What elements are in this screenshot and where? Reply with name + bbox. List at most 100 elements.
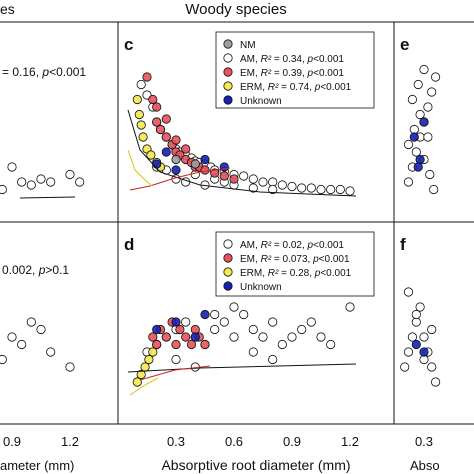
point-d-am bbox=[287, 332, 297, 342]
point-c-am bbox=[239, 171, 249, 181]
point-d-am bbox=[248, 347, 258, 357]
point-e-unknown bbox=[409, 132, 419, 142]
point-d-em bbox=[161, 332, 171, 342]
point-c-am bbox=[248, 174, 258, 184]
legend-marker-unknown bbox=[223, 281, 233, 291]
legend-text-am: AM, R² = 0.34, p<0.001 bbox=[240, 54, 344, 65]
point-c-am bbox=[326, 184, 336, 195]
point-c-erm bbox=[134, 109, 144, 120]
point-d-am bbox=[210, 324, 220, 335]
legend-marker-am bbox=[223, 53, 233, 63]
point-d-am bbox=[171, 354, 181, 365]
point-d-erm bbox=[132, 377, 142, 387]
xlabel-center: Absorptive root diameter (mm) bbox=[161, 457, 350, 473]
point-c-am bbox=[136, 79, 146, 90]
point-e-am bbox=[415, 109, 425, 120]
fit-line-c-am bbox=[127, 109, 357, 197]
point-left-top-partial bbox=[0, 184, 7, 195]
point-d-am bbox=[239, 309, 249, 320]
point-c-am bbox=[268, 184, 278, 195]
point-c-em bbox=[155, 124, 166, 135]
point-d-am bbox=[181, 317, 191, 327]
point-left-top-partial bbox=[75, 177, 85, 187]
legend-panel-c: NM AM, R² = 0.34, p<0.001 EM, R² = 0.39, p… bbox=[215, 31, 375, 109]
fit-line-d-em bbox=[139, 365, 211, 381]
legend-text-erm: ERM, R² = 0.28, p<0.001 bbox=[240, 268, 352, 279]
point-f-am bbox=[430, 377, 441, 387]
point-e-unknown bbox=[413, 162, 423, 172]
fit-line-d-erm bbox=[129, 377, 159, 396]
point-c-am bbox=[306, 183, 316, 193]
point-d-unknown bbox=[152, 324, 162, 335]
fit-line-d-am bbox=[127, 363, 357, 373]
point-left-top-partial bbox=[36, 174, 46, 184]
point-d-am bbox=[326, 339, 336, 350]
point-c-em bbox=[148, 94, 158, 105]
xlabel-left-fragment: ameter (mm) bbox=[0, 458, 74, 473]
legend-marker-nm bbox=[223, 39, 233, 49]
point-e-am bbox=[430, 72, 441, 82]
panel-label-f: f bbox=[400, 235, 406, 254]
legend-text-nm: NM bbox=[240, 40, 256, 51]
legend-text-em: EM, R² = 0.39, p<0.001 bbox=[240, 68, 344, 79]
point-left-top-partial bbox=[46, 177, 56, 187]
point-d-am bbox=[345, 302, 355, 312]
point-c-am bbox=[287, 181, 297, 192]
legend-text-unknown: Unknown bbox=[240, 96, 282, 107]
panel-label-c: c bbox=[124, 35, 133, 54]
fit-line-c-em bbox=[129, 167, 231, 191]
data-marks bbox=[0, 64, 441, 396]
point-f-am bbox=[403, 287, 414, 297]
legend-panel-d: AM, R² = 0.02, p<0.001 EM, R² = 0.073, p<… bbox=[215, 231, 375, 297]
left-bottom-annotation: 0.002, p>0.1 bbox=[2, 263, 69, 277]
left-x-tick-1.2: 1.2 bbox=[61, 434, 79, 449]
point-c-em bbox=[229, 174, 239, 184]
point-e-am bbox=[423, 102, 433, 112]
point-e-am bbox=[419, 64, 429, 75]
point-c-em bbox=[219, 171, 229, 181]
point-c-em bbox=[152, 102, 162, 112]
point-d-am bbox=[268, 317, 278, 327]
legend-text-unknown: Unknown bbox=[240, 282, 282, 293]
xlabel-right-fragment: Abso bbox=[410, 458, 440, 473]
point-d-em bbox=[186, 339, 197, 350]
point-e-am bbox=[429, 184, 439, 195]
point-c-unknown bbox=[171, 165, 181, 175]
center-x-tick-0.3: 0.3 bbox=[167, 434, 185, 449]
legend-marker-erm bbox=[223, 267, 233, 277]
point-e-am bbox=[413, 79, 423, 90]
point-c-am bbox=[335, 184, 345, 195]
point-e-am bbox=[407, 94, 417, 105]
legend-marker-am bbox=[223, 239, 233, 249]
point-d-unknown bbox=[171, 317, 181, 327]
point-e-am bbox=[423, 132, 433, 142]
point-c-em bbox=[210, 168, 220, 178]
legend-text-em: EM, R² = 0.073, p<0.001 bbox=[240, 254, 350, 265]
point-f-am bbox=[411, 309, 421, 320]
point-d-am bbox=[306, 317, 316, 327]
point-d-em bbox=[175, 324, 185, 335]
point-left-bottom-partial bbox=[46, 347, 56, 357]
point-f-am bbox=[400, 362, 410, 372]
point-f-am bbox=[407, 332, 417, 342]
point-c-am bbox=[258, 177, 268, 187]
point-c-em bbox=[152, 117, 162, 127]
point-d-am bbox=[248, 324, 258, 335]
point-c-em bbox=[181, 144, 191, 154]
right-x-tick-0.3: 0.3 bbox=[415, 434, 433, 449]
point-c-unknown bbox=[152, 159, 162, 169]
point-f-unknown bbox=[419, 347, 429, 357]
point-d-am bbox=[219, 317, 229, 327]
point-d-am bbox=[277, 339, 287, 350]
point-c-em bbox=[171, 135, 181, 145]
point-c-erm bbox=[138, 132, 148, 142]
point-f-am bbox=[403, 347, 414, 357]
fit-line-c-erm bbox=[127, 149, 153, 187]
center-x-tick-0.9: 0.9 bbox=[283, 434, 301, 449]
point-c-erm bbox=[132, 94, 142, 105]
point-f-am bbox=[427, 324, 437, 335]
legend-marker-em bbox=[223, 253, 233, 263]
center-x-tick-1.2: 1.2 bbox=[341, 434, 359, 449]
legend-marker-erm bbox=[223, 81, 233, 91]
